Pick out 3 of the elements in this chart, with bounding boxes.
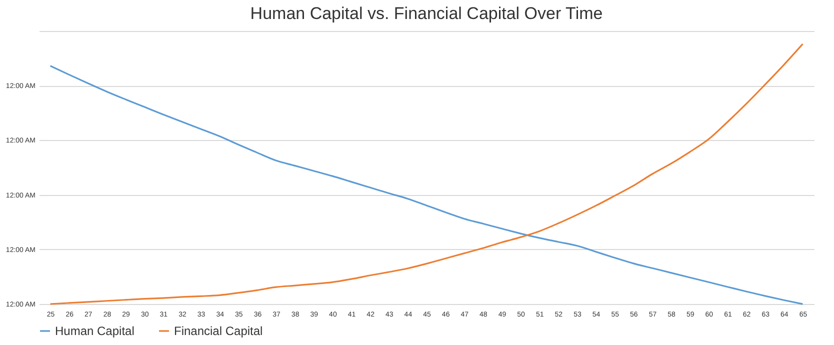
legend-label: Human Capital <box>55 324 134 338</box>
legend-label: Financial Capital <box>174 324 263 338</box>
chart-title: Human Capital vs. Financial Capital Over Time <box>250 4 603 23</box>
